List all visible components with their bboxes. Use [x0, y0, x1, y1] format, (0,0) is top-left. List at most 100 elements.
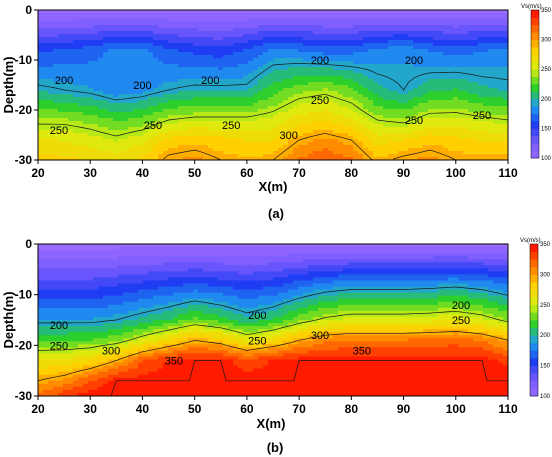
- heat-cell: [218, 55, 224, 59]
- heat-cell: [78, 112, 84, 116]
- heat-cell: [393, 34, 399, 38]
- heat-cell: [83, 37, 89, 41]
- heat-cell: [368, 109, 374, 113]
- heat-cell: [238, 88, 244, 92]
- velocity-heatmap-a: [38, 10, 508, 160]
- heat-cell: [268, 13, 274, 17]
- heat-cell: [483, 148, 489, 152]
- heat-cell: [473, 10, 479, 14]
- heat-cell: [468, 46, 474, 50]
- heat-cell: [298, 247, 304, 251]
- heat-cell: [193, 103, 199, 107]
- heat-cell: [38, 88, 44, 92]
- x-tick-label: 40: [136, 166, 150, 180]
- heat-cell: [263, 70, 269, 74]
- heat-cell: [218, 16, 224, 20]
- heat-cell: [98, 40, 104, 44]
- heat-cell: [328, 55, 334, 59]
- heat-cell: [193, 76, 199, 80]
- heat-cell: [178, 154, 184, 158]
- heat-cell: [423, 22, 429, 26]
- heat-cell: [228, 139, 234, 143]
- heat-cell: [328, 124, 334, 128]
- heat-cell: [283, 49, 289, 53]
- heat-cell: [88, 127, 94, 131]
- heat-cell: [503, 70, 508, 74]
- heat-cell: [148, 142, 154, 146]
- heat-cell: [438, 118, 444, 122]
- colorbar-tick-label: 300: [541, 38, 552, 44]
- heat-cell: [278, 13, 284, 17]
- heat-cell: [488, 127, 494, 131]
- heat-cell: [233, 148, 239, 152]
- heat-cell: [358, 43, 364, 47]
- heat-cell: [298, 97, 304, 101]
- heat-cell: [313, 130, 319, 134]
- heat-cell: [373, 91, 379, 95]
- heat-cell: [93, 55, 99, 59]
- heat-cell: [243, 46, 249, 50]
- heat-cell: [218, 13, 224, 17]
- heat-cell: [463, 67, 469, 71]
- heat-cell: [333, 40, 339, 44]
- heat-cell: [293, 46, 299, 50]
- heat-cell: [353, 88, 359, 92]
- heat-cell: [73, 127, 79, 131]
- heat-cell: [248, 37, 254, 41]
- heat-cell: [258, 148, 264, 152]
- heat-cell: [423, 70, 429, 74]
- heat-cell: [93, 19, 99, 23]
- heat-cell: [158, 67, 164, 71]
- heat-cell: [198, 151, 204, 155]
- heat-cell: [443, 58, 449, 62]
- heat-cell: [88, 82, 94, 86]
- heat-cell: [463, 28, 469, 32]
- heat-cell: [423, 151, 429, 155]
- heat-cell: [478, 88, 484, 92]
- heat-cell: [148, 109, 154, 113]
- heat-cell: [88, 73, 94, 77]
- heat-cell: [208, 94, 214, 98]
- heat-cell: [418, 103, 424, 107]
- heat-cell: [308, 127, 314, 131]
- heat-cell: [278, 64, 284, 68]
- heat-cell: [143, 244, 149, 248]
- heat-cell: [123, 22, 129, 26]
- heat-cell: [448, 142, 454, 146]
- heat-cell: [503, 100, 508, 104]
- heat-cell: [493, 151, 499, 155]
- heat-cell: [443, 85, 449, 89]
- heat-cell: [153, 58, 159, 62]
- heat-cell: [323, 139, 329, 143]
- heat-cell: [418, 43, 424, 47]
- heat-cell: [448, 247, 454, 251]
- heat-cell: [183, 58, 189, 62]
- heat-cell: [403, 127, 409, 131]
- heat-cell: [363, 73, 369, 77]
- heat-cell: [38, 115, 44, 119]
- heat-cell: [423, 16, 429, 20]
- heat-cell: [198, 34, 204, 38]
- heat-cell: [188, 136, 194, 140]
- heat-cell: [213, 109, 219, 113]
- heat-cell: [58, 100, 64, 104]
- heat-cell: [458, 43, 464, 47]
- heat-cell: [248, 25, 254, 29]
- heat-cell: [163, 19, 169, 23]
- heat-cell: [403, 52, 409, 56]
- heat-cell: [378, 10, 384, 14]
- heat-cell: [383, 70, 389, 74]
- heat-cell: [268, 127, 274, 131]
- heat-cell: [218, 49, 224, 53]
- heat-cell: [163, 154, 169, 158]
- heat-cell: [108, 139, 114, 143]
- heat-cell: [333, 85, 339, 89]
- heat-cell: [393, 106, 399, 110]
- heat-cell: [38, 79, 44, 83]
- heat-cell: [38, 61, 44, 65]
- contour-label: 200: [201, 75, 219, 87]
- heat-cell: [473, 61, 479, 65]
- heat-cell: [218, 124, 224, 128]
- heat-cell: [348, 46, 354, 50]
- heat-cell: [283, 97, 289, 101]
